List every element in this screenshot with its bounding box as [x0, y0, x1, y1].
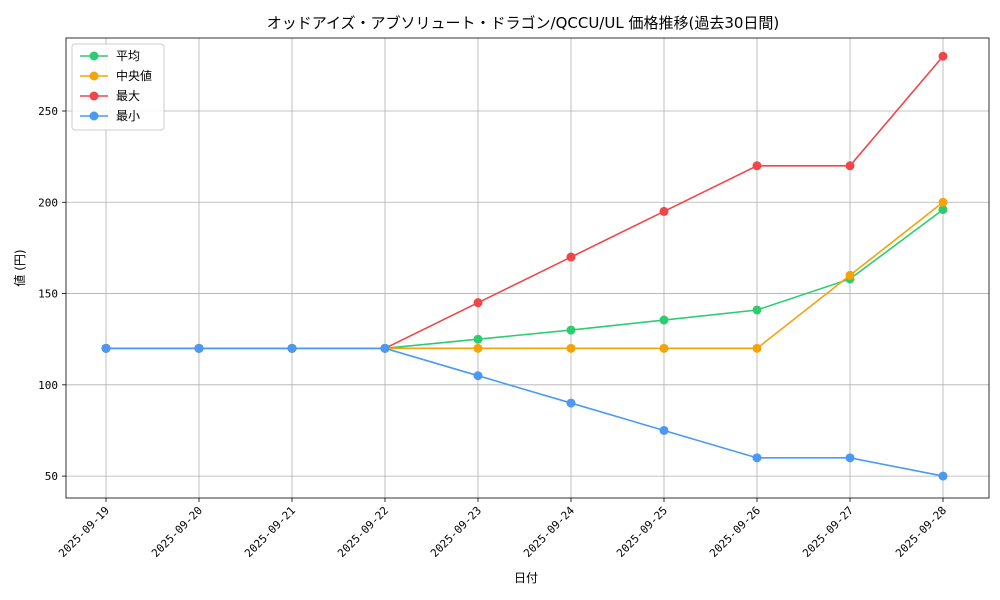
x-tick-label: 2025-09-25 [614, 504, 670, 560]
x-tick-label: 2025-09-27 [800, 504, 856, 560]
series-最小 [101, 343, 948, 481]
y-tick-label: 250 [38, 105, 58, 118]
y-tick-label: 100 [38, 379, 58, 392]
x-tick-label: 2025-09-26 [707, 504, 763, 560]
data-point [752, 305, 762, 315]
legend-item: 最小 [80, 109, 140, 123]
data-point [473, 298, 483, 308]
data-point [659, 206, 669, 216]
y-axis-ticks: 50 100 150 200 250 [38, 105, 66, 483]
data-point [845, 161, 855, 171]
data-point [101, 343, 111, 353]
data-point [380, 343, 390, 353]
y-tick-label: 200 [38, 196, 58, 209]
series-layer [101, 51, 948, 481]
data-point [845, 453, 855, 463]
plot-frame [65, 37, 990, 499]
data-point [938, 197, 948, 207]
legend-label: 中央値 [116, 68, 152, 83]
series-line [106, 208, 944, 350]
legend-label: 平均 [116, 49, 140, 63]
data-point [752, 343, 762, 353]
data-point [938, 471, 948, 481]
legend-marker [89, 71, 99, 81]
y-tick-label: 150 [38, 288, 58, 301]
y-axis-label: 値 (円) [12, 249, 27, 286]
x-axis-ticks: 2025-09-19 2025-09-20 2025-09-21 2025-09-22… [56, 498, 949, 560]
x-tick-label: 2025-09-21 [242, 504, 298, 560]
data-point [659, 343, 669, 353]
series-line [106, 347, 944, 477]
x-tick-label: 2025-09-20 [149, 504, 205, 560]
data-point [938, 51, 948, 61]
legend-item: 中央値 [80, 68, 152, 83]
y-tick-label: 50 [45, 470, 58, 483]
x-tick-label: 2025-09-23 [428, 504, 484, 560]
data-point [938, 205, 948, 215]
data-point [752, 161, 762, 171]
data-point [566, 325, 576, 335]
legend-marker [89, 111, 99, 121]
x-tick-label: 2025-09-22 [335, 504, 391, 560]
data-point [566, 343, 576, 353]
data-point [659, 425, 669, 435]
data-point [566, 398, 576, 408]
data-point [287, 343, 297, 353]
legend-item: 平均 [80, 49, 140, 63]
grid [66, 38, 989, 498]
legend-marker [89, 91, 99, 101]
x-axis-label: 日付 [514, 571, 538, 585]
data-point [194, 343, 204, 353]
x-tick-label: 2025-09-24 [521, 504, 577, 560]
data-point [659, 315, 669, 325]
series-中央値 [101, 197, 948, 353]
data-point [752, 453, 762, 463]
legend-marker [89, 51, 99, 61]
data-point [473, 334, 483, 344]
data-point [473, 371, 483, 381]
data-point [845, 270, 855, 280]
x-tick-label: 2025-09-28 [893, 504, 949, 560]
series-line [106, 201, 944, 350]
legend-label: 最小 [116, 109, 140, 123]
legend-label: 最大 [116, 89, 140, 103]
chart-title: オッドアイズ・アブソリュート・ドラゴン/QCCU/UL 価格推移(過去30日間) [267, 14, 780, 32]
x-tick-label: 2025-09-19 [56, 504, 112, 560]
legend-item: 最大 [80, 89, 140, 103]
legend-box [71, 43, 165, 131]
data-point [566, 252, 576, 262]
series-平均 [101, 205, 948, 353]
data-point [473, 343, 483, 353]
